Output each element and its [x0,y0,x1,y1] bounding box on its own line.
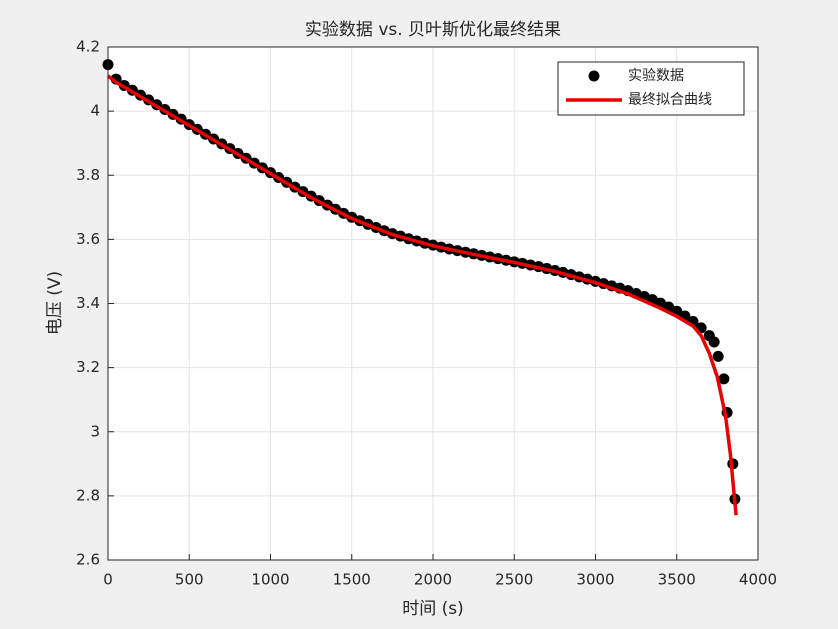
fit-line [106,74,738,516]
x-tick-label: 3000 [576,571,614,589]
x-tick-label: 0 [103,571,113,589]
y-tick-label: 2.8 [76,486,100,504]
x-tick-label: 2000 [414,571,452,589]
y-tick-label: 4.2 [76,38,100,56]
x-tick-label: 2500 [495,571,533,589]
y-tick-label: 3.2 [76,358,100,376]
x-tick-label: 500 [175,571,204,589]
data-point [708,336,720,348]
legend-label: 最终拟合曲线 [628,92,712,108]
data-point [718,373,730,385]
y-tick-label: 3.4 [76,294,100,312]
x-tick-label: 3500 [658,571,696,589]
legend-label: 实验数据 [628,68,684,84]
y-tick-label: 3 [90,422,100,440]
y-tick-label: 4 [90,102,100,120]
data-point [712,350,724,362]
x-axis-label: 时间 (s) [402,599,464,619]
y-tick-label: 2.6 [76,551,100,569]
x-tick-label: 4000 [739,571,777,589]
y-tick-label: 3.6 [76,230,100,248]
legend-marker [588,70,600,82]
legend-box [557,61,745,116]
chart-title: 实验数据 vs. 贝叶斯优化最终结果 [305,20,561,40]
marks [102,59,741,516]
x-tick-label: 1500 [333,571,371,589]
x-tick-label: 1000 [251,571,289,589]
y-axis-label: 电压 (V) [45,271,65,335]
y-tick-label: 3.8 [76,166,100,184]
ticks: 0 500 1000 1500 2000 2500 3000 3500 4000 2.6 2.8 3 3… [76,38,777,589]
